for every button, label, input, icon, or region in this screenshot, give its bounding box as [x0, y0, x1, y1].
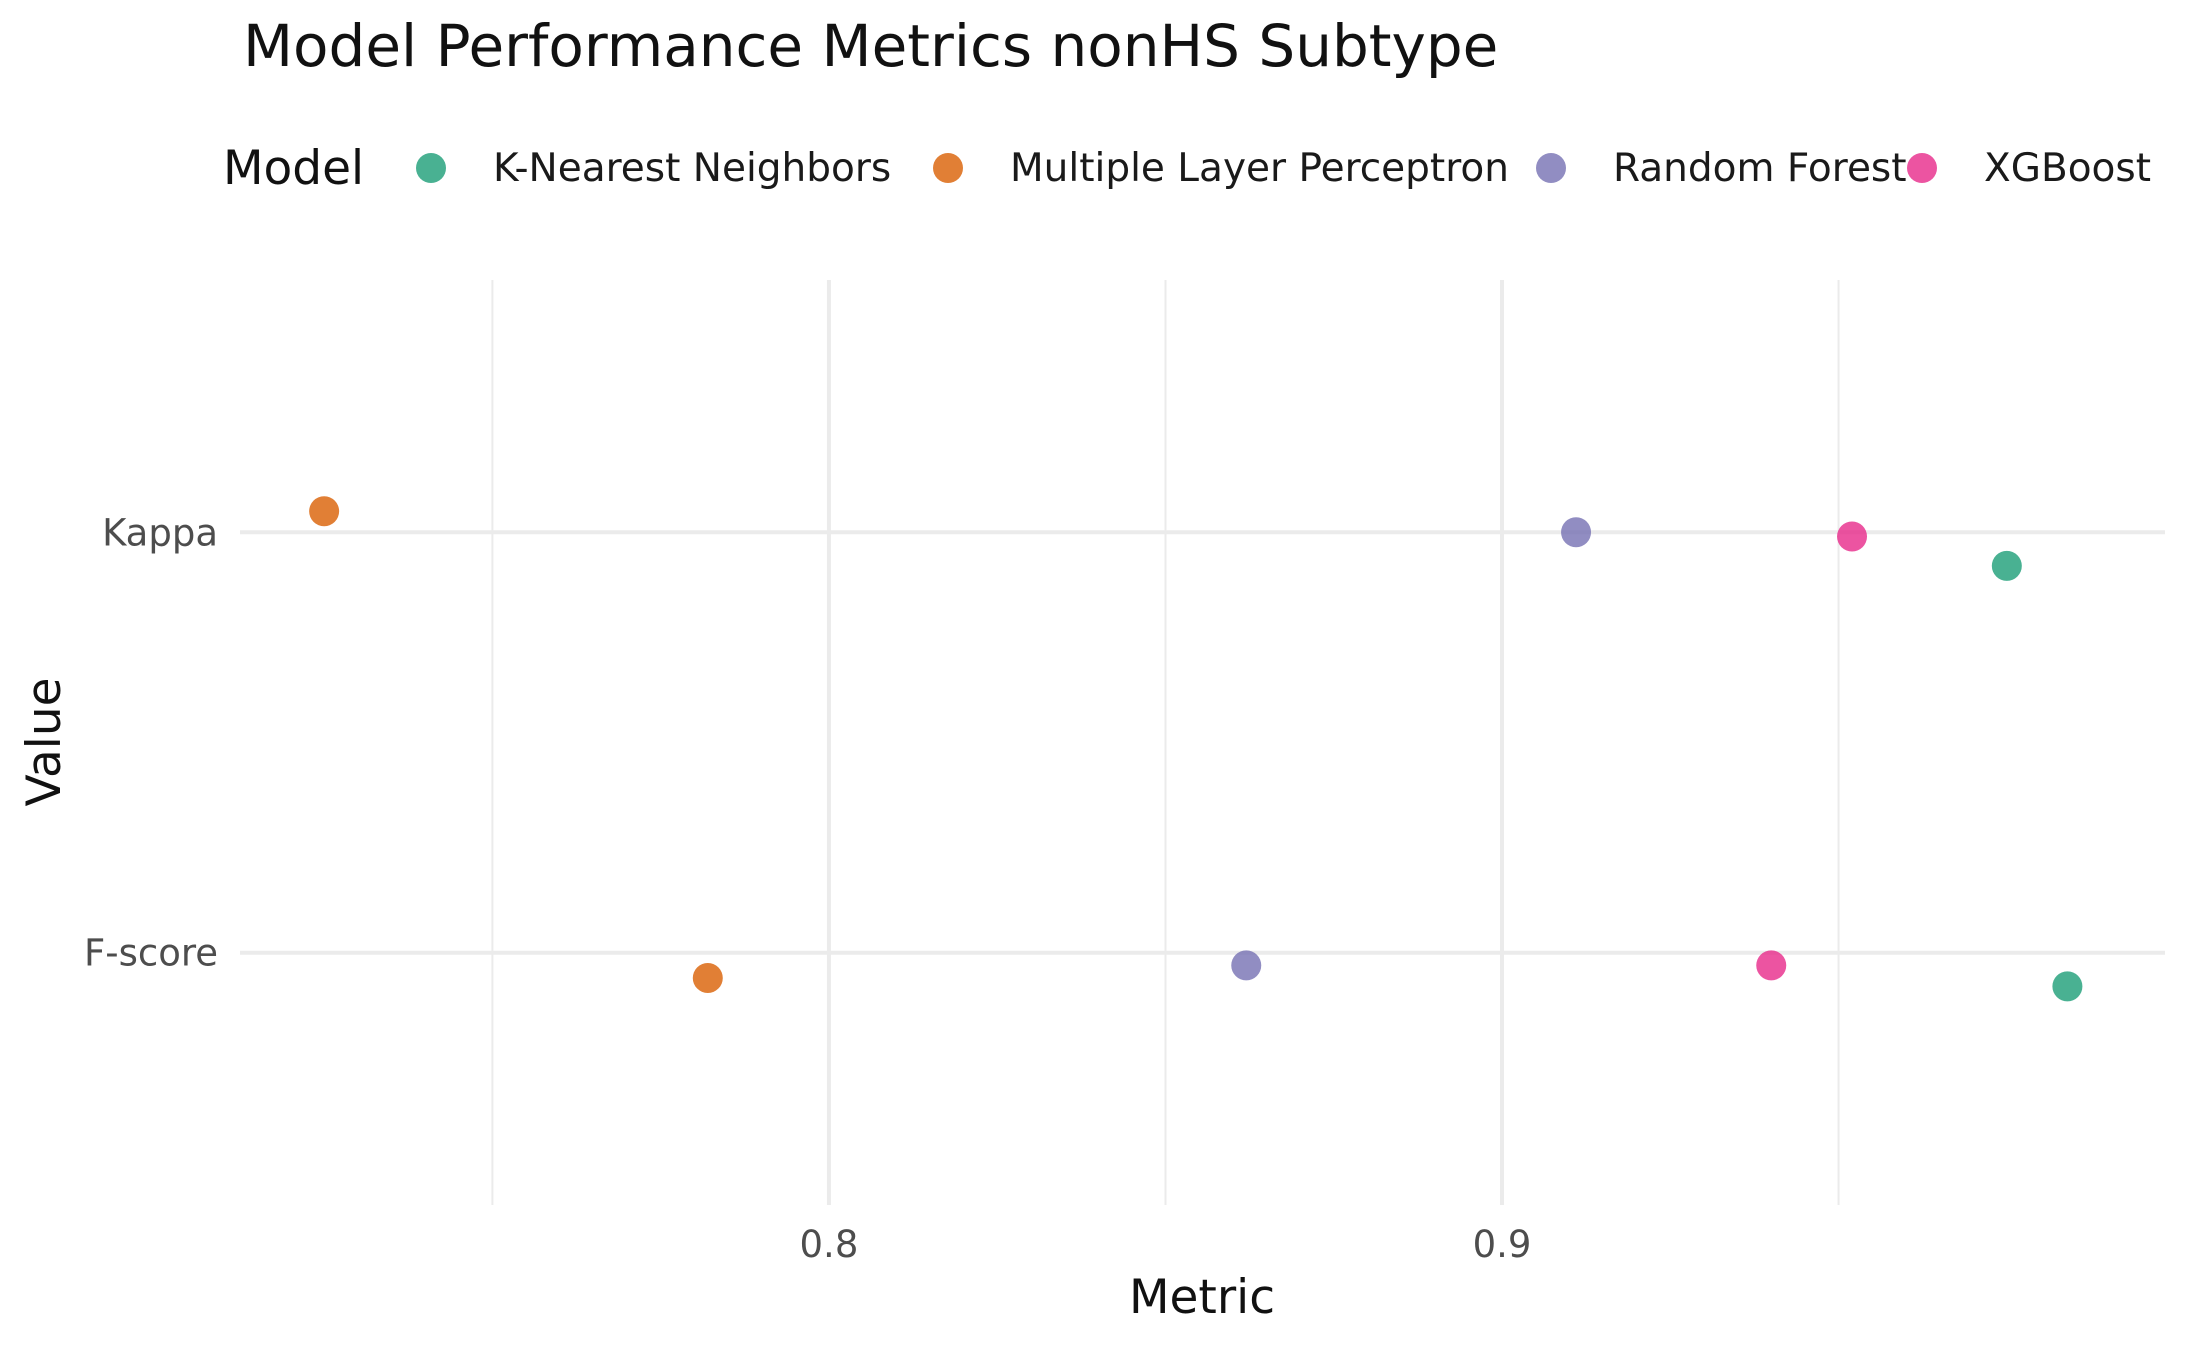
data-point — [309, 496, 340, 527]
legend-label: XGBoost — [1984, 146, 2151, 191]
data-point — [692, 962, 723, 993]
legend: Model K-Nearest Neighbors Multiple Layer … — [223, 141, 2151, 196]
x-axis-ticks: 0.8 0.9 — [800, 1223, 1532, 1266]
chart-title: Model Performance Metrics nonHS Subtype — [243, 12, 1498, 80]
legend-key — [416, 153, 446, 183]
y-tick-label: F-score — [84, 932, 218, 975]
data-point — [1231, 950, 1262, 981]
legend-key — [1536, 153, 1566, 183]
grid — [240, 280, 2165, 1205]
x-tick-label: 0.9 — [1473, 1223, 1532, 1266]
data-point — [1991, 550, 2022, 581]
legend-label: Random Forest — [1613, 146, 1907, 191]
data-points — [309, 496, 2083, 1002]
data-point — [1756, 950, 1787, 981]
x-axis-title: Metric — [1129, 1270, 1275, 1325]
y-axis-ticks: F-score Kappa — [84, 511, 218, 974]
legend-label: K-Nearest Neighbors — [493, 146, 891, 191]
legend-title: Model — [223, 141, 364, 196]
y-axis-title: Value — [17, 677, 72, 806]
y-tick-label: Kappa — [102, 511, 218, 554]
data-point — [1561, 517, 1592, 548]
legend-key — [1907, 153, 1937, 183]
legend-key — [933, 153, 963, 183]
data-point — [1837, 521, 1868, 552]
legend-label: Multiple Layer Perceptron — [1010, 146, 1509, 191]
x-tick-label: 0.8 — [800, 1223, 859, 1266]
data-point — [2052, 971, 2083, 1002]
